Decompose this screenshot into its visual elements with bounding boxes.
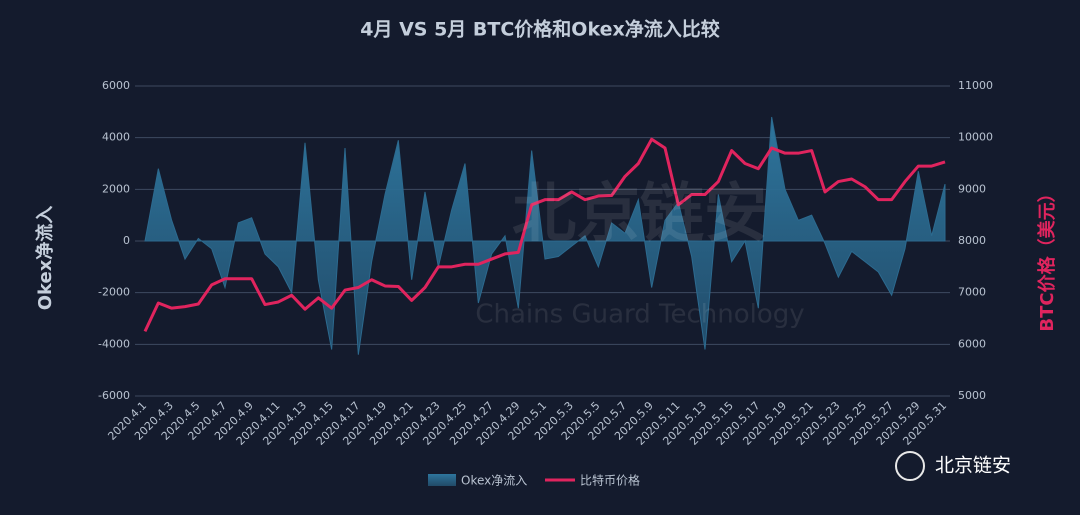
y2-tick-label: 6000 (958, 337, 986, 350)
legend-label: Okex净流入 (461, 474, 527, 488)
legend-swatch (428, 474, 456, 486)
y2-tick-label: 10000 (958, 131, 993, 144)
watermark-subtitle: Chains Guard Technology (475, 300, 804, 330)
logo-icon (895, 451, 925, 481)
y-axis-label: Okex净流入 (34, 206, 56, 311)
area (144, 116, 946, 355)
logo-text: 北京链安 (935, 455, 1011, 477)
plot: -6000 -4000 -2000 0 2000 4000 6000 5000 6000 7000… (98, 79, 993, 448)
legend: Okex净流入 比特币价格 (428, 473, 640, 488)
y-tick-label: 4000 (102, 131, 130, 144)
line (143, 137, 946, 333)
y2-tick-label: 11000 (958, 79, 993, 92)
y-tick-label: 0 (123, 234, 130, 247)
y-tick-label: 6000 (102, 79, 130, 92)
y2-tick-label: 9000 (958, 182, 986, 195)
y-tick-label: -6000 (98, 389, 130, 402)
y2-tick-label: 7000 (958, 286, 986, 299)
watermark: 北京链安 (512, 178, 768, 252)
y-tick-label: -4000 (98, 337, 130, 350)
chart-title: 4月 VS 5月 BTC价格和Okex净流入比较 (360, 18, 719, 41)
legend-label: 比特币价格 (580, 473, 640, 488)
y2-axis-label: BTC价格（美元） (1036, 184, 1058, 331)
y2-tick-label: 5000 (958, 389, 986, 402)
y-tick-label: -2000 (98, 286, 130, 299)
y2-tick-label: 8000 (958, 234, 986, 247)
y-tick-label: 2000 (102, 182, 130, 195)
